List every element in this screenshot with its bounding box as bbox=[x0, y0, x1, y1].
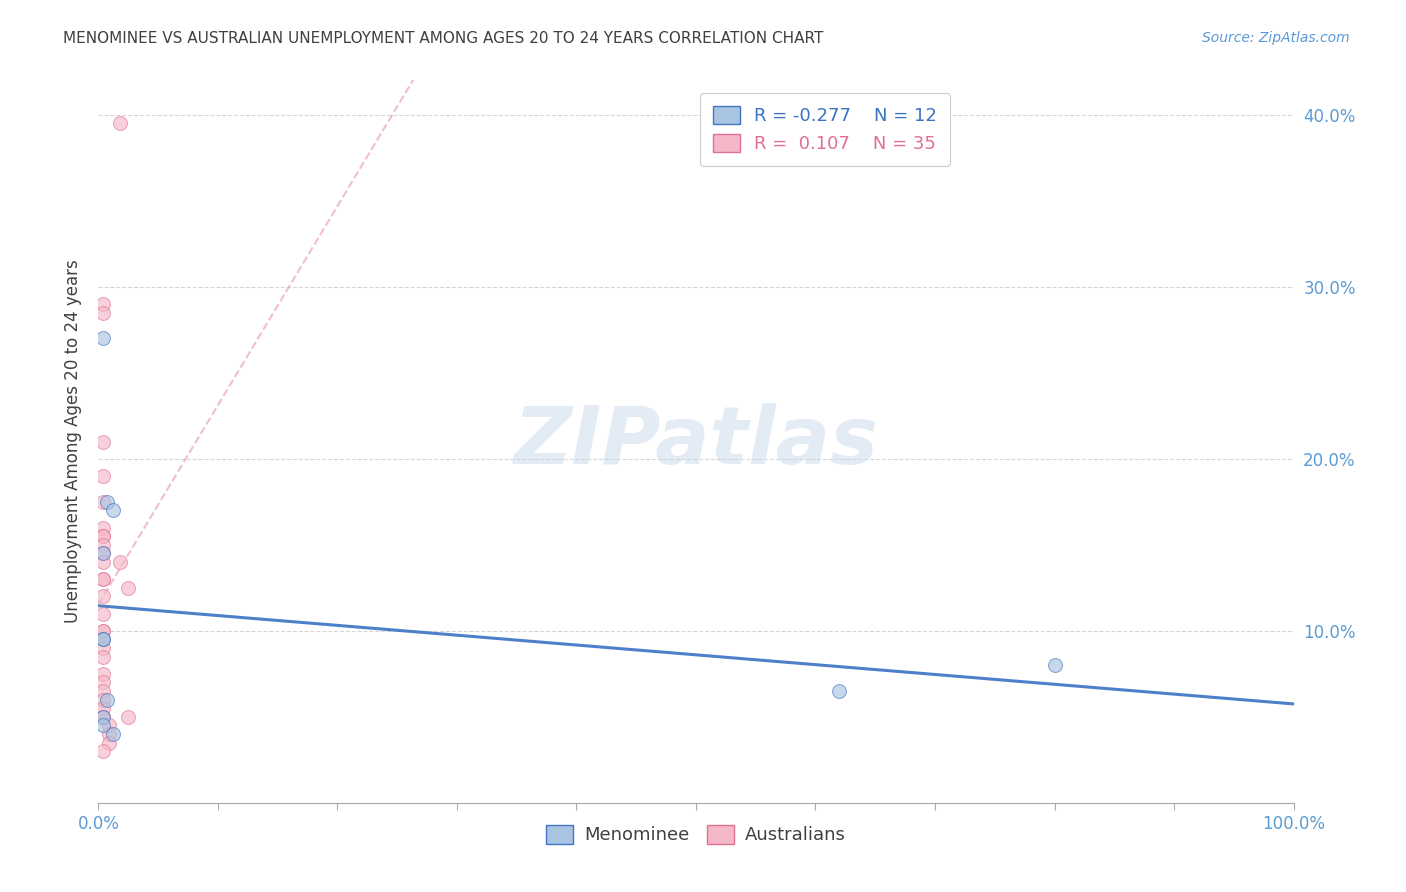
Point bbox=[108, 555, 131, 569]
Point bbox=[101, 503, 124, 517]
Point bbox=[91, 701, 114, 715]
Point bbox=[91, 624, 114, 638]
Point bbox=[91, 520, 114, 534]
Point bbox=[91, 529, 114, 543]
Point bbox=[91, 546, 114, 560]
Point bbox=[91, 529, 114, 543]
Point bbox=[91, 675, 114, 690]
Point bbox=[91, 666, 114, 681]
Y-axis label: Unemployment Among Ages 20 to 24 years: Unemployment Among Ages 20 to 24 years bbox=[63, 260, 82, 624]
Text: MENOMINEE VS AUSTRALIAN UNEMPLOYMENT AMONG AGES 20 TO 24 YEARS CORRELATION CHART: MENOMINEE VS AUSTRALIAN UNEMPLOYMENT AMO… bbox=[63, 31, 824, 46]
Point bbox=[91, 640, 114, 655]
Point bbox=[91, 632, 114, 647]
Point bbox=[91, 297, 114, 311]
Point bbox=[91, 710, 114, 724]
Point bbox=[91, 692, 114, 706]
Point bbox=[91, 744, 114, 758]
Point bbox=[91, 590, 114, 604]
Point bbox=[91, 649, 114, 664]
Point bbox=[117, 581, 139, 595]
Point bbox=[1043, 658, 1066, 673]
Point bbox=[91, 546, 114, 560]
Point bbox=[91, 607, 114, 621]
Point bbox=[98, 735, 121, 749]
Point bbox=[98, 727, 121, 741]
Point bbox=[91, 718, 114, 732]
Text: Source: ZipAtlas.com: Source: ZipAtlas.com bbox=[1202, 31, 1350, 45]
Point bbox=[98, 718, 121, 732]
Point bbox=[91, 494, 114, 508]
Legend: Menominee, Australians: Menominee, Australians bbox=[538, 818, 853, 852]
Point bbox=[96, 494, 118, 508]
Point bbox=[91, 632, 114, 647]
Point bbox=[91, 632, 114, 647]
Point bbox=[828, 684, 851, 698]
Point bbox=[91, 305, 114, 319]
Point bbox=[91, 624, 114, 638]
Point bbox=[91, 555, 114, 569]
Point bbox=[96, 692, 118, 706]
Point bbox=[91, 434, 114, 449]
Point bbox=[91, 572, 114, 586]
Point bbox=[91, 538, 114, 552]
Point bbox=[91, 331, 114, 345]
Text: ZIPatlas: ZIPatlas bbox=[513, 402, 879, 481]
Point bbox=[117, 710, 139, 724]
Point bbox=[108, 116, 131, 130]
Point bbox=[91, 710, 114, 724]
Point bbox=[91, 684, 114, 698]
Point bbox=[91, 469, 114, 483]
Point bbox=[91, 710, 114, 724]
Point bbox=[101, 727, 124, 741]
Point bbox=[91, 572, 114, 586]
